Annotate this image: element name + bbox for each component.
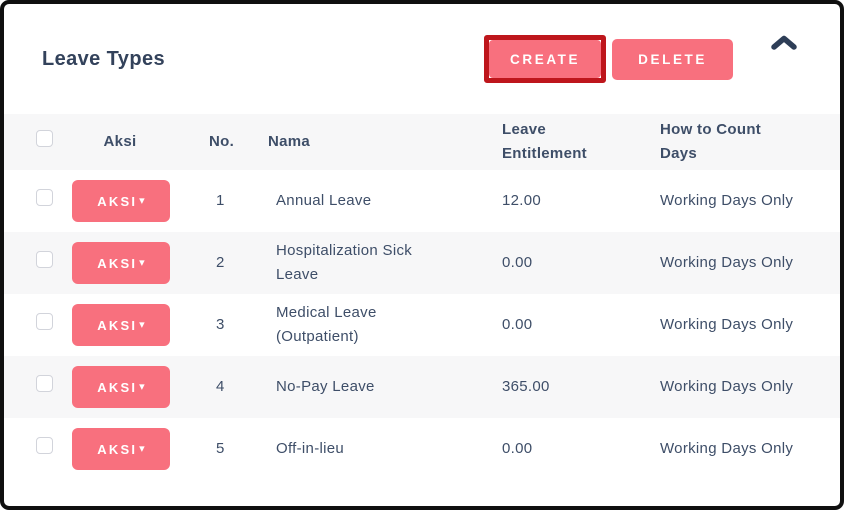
- table-row: AKSI ▾ 3 Medical Leave (Outpatient) 0.00…: [4, 294, 840, 356]
- delete-button[interactable]: DELETE: [612, 38, 733, 80]
- leave-types-table: Aksi No. Nama Leave Entitlement How to C…: [4, 114, 840, 480]
- row-leave-entitlement: 0.00: [502, 316, 533, 333]
- row-action-cell: AKSI ▾: [70, 366, 202, 408]
- create-button[interactable]: CREATE: [489, 40, 602, 78]
- row-number: 4: [216, 378, 225, 395]
- row-checkbox[interactable]: [36, 374, 53, 392]
- row-how-to-count-days: Working Days Only: [660, 440, 794, 457]
- column-header-nama: Nama: [268, 133, 311, 150]
- row-leave-name: No-Pay Leave: [276, 378, 375, 395]
- table-row: AKSI ▾ 5 Off-in-lieu 0.00 Working Days O…: [4, 418, 840, 480]
- table-row: AKSI ▾ 1 Annual Leave 12.00 Working Days…: [4, 170, 840, 232]
- caret-down-icon: ▾: [139, 194, 145, 207]
- table-row: AKSI ▾ 2 Hospitalization Sick Leave 0.00…: [4, 232, 840, 294]
- page-title: Leave Types: [42, 47, 165, 70]
- table-row: AKSI ▾ 4 No-Pay Leave 365.00 Working Day…: [4, 356, 840, 418]
- row-number: 1: [216, 192, 225, 209]
- row-action-cell: AKSI ▾: [70, 180, 202, 222]
- aksi-dropdown-button[interactable]: AKSI ▾: [72, 180, 170, 222]
- row-checkbox[interactable]: [36, 250, 53, 268]
- row-checkbox-cell: [34, 436, 70, 462]
- row-checkbox[interactable]: [36, 436, 53, 454]
- column-header-no: No.: [209, 133, 235, 150]
- caret-down-icon: ▾: [139, 256, 145, 269]
- row-checkbox[interactable]: [36, 312, 53, 330]
- select-all-checkbox[interactable]: [36, 129, 53, 147]
- row-leave-name: Hospitalization Sick Leave: [276, 242, 413, 283]
- toolbar: CREATE DELETE: [484, 35, 798, 83]
- caret-down-icon: ▾: [139, 442, 145, 455]
- chevron-up-icon[interactable]: [770, 34, 798, 52]
- caret-down-icon: ▾: [139, 318, 145, 331]
- aksi-dropdown-button[interactable]: AKSI ▾: [72, 428, 170, 470]
- aksi-button-label: AKSI: [97, 441, 138, 457]
- row-leave-entitlement: 12.00: [502, 192, 542, 209]
- row-action-cell: AKSI ▾: [70, 242, 202, 284]
- column-header-aksi: Aksi: [103, 133, 137, 150]
- caret-down-icon: ▾: [139, 380, 145, 393]
- aksi-button-label: AKSI: [97, 255, 138, 271]
- row-number: 2: [216, 254, 225, 271]
- row-leave-entitlement: 0.00: [502, 440, 533, 457]
- row-checkbox-cell: [34, 312, 70, 338]
- row-how-to-count-days: Working Days Only: [660, 192, 794, 209]
- row-leave-entitlement: 365.00: [502, 378, 550, 395]
- aksi-button-label: AKSI: [97, 379, 138, 395]
- aksi-button-label: AKSI: [97, 193, 138, 209]
- select-all-cell: [34, 129, 70, 155]
- row-action-cell: AKSI ▾: [70, 304, 202, 346]
- row-checkbox-cell: [34, 188, 70, 214]
- aksi-dropdown-button[interactable]: AKSI ▾: [72, 366, 170, 408]
- row-leave-name: Annual Leave: [276, 192, 372, 209]
- row-checkbox-cell: [34, 374, 70, 400]
- row-how-to-count-days: Working Days Only: [660, 254, 794, 271]
- table-body: AKSI ▾ 1 Annual Leave 12.00 Working Days…: [4, 170, 840, 480]
- row-how-to-count-days: Working Days Only: [660, 378, 794, 395]
- row-leave-name: Medical Leave (Outpatient): [276, 304, 377, 345]
- row-action-cell: AKSI ▾: [70, 428, 202, 470]
- panel-header: Leave Types CREATE DELETE: [4, 4, 840, 114]
- row-leave-entitlement: 0.00: [502, 254, 533, 271]
- column-header-leave-entitlement: Leave Entitlement: [502, 121, 587, 162]
- row-how-to-count-days: Working Days Only: [660, 316, 794, 333]
- annotation-highlight-box: CREATE: [484, 35, 607, 83]
- row-checkbox-cell: [34, 250, 70, 276]
- row-leave-name: Off-in-lieu: [276, 440, 345, 457]
- aksi-dropdown-button[interactable]: AKSI ▾: [72, 304, 170, 346]
- aksi-button-label: AKSI: [97, 317, 138, 333]
- row-number: 5: [216, 440, 225, 457]
- column-header-how-to-count-days: How to Count Days: [660, 121, 762, 162]
- row-number: 3: [216, 316, 225, 333]
- aksi-dropdown-button[interactable]: AKSI ▾: [72, 242, 170, 284]
- row-checkbox[interactable]: [36, 188, 53, 206]
- table-header-row: Aksi No. Nama Leave Entitlement How to C…: [4, 114, 840, 170]
